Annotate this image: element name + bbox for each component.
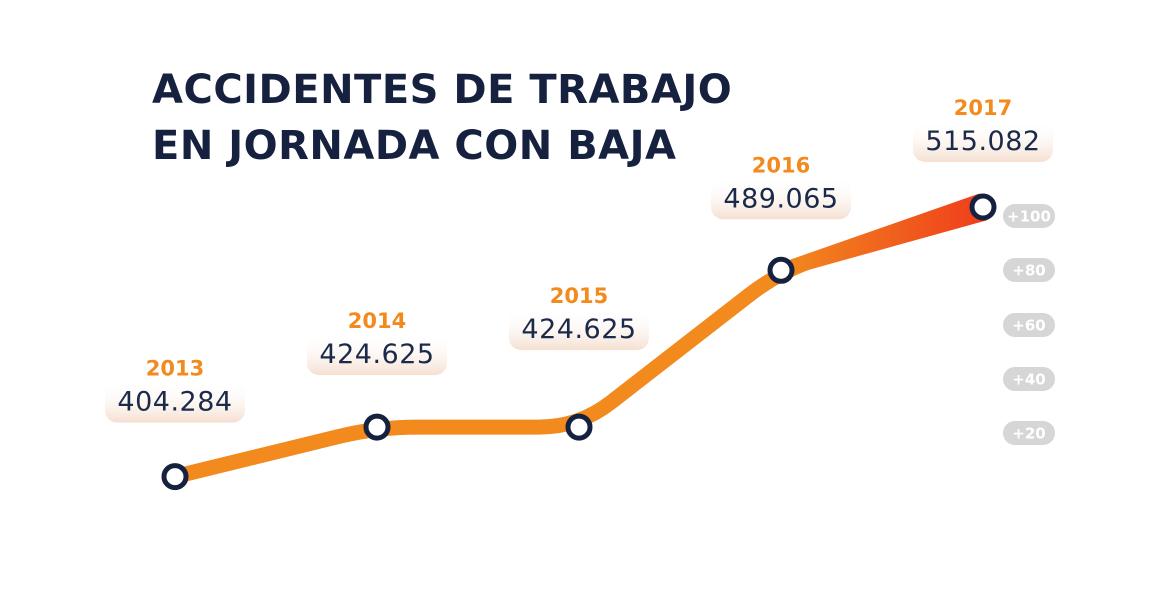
data-point — [161, 463, 189, 491]
y-tick-label: +40 — [1012, 371, 1045, 389]
year-label: 2015 — [550, 284, 608, 308]
chart-title-line-2: EN JORNADA CON BAJA — [152, 123, 677, 169]
y-tick-label: +100 — [1007, 208, 1051, 226]
data-points — [161, 193, 997, 491]
y-tick-pill — [1003, 421, 1055, 445]
year-label: 2016 — [752, 153, 810, 177]
y-tick-label: +60 — [1012, 317, 1045, 335]
data-point — [767, 256, 795, 284]
value-label: 424.625 — [319, 339, 434, 370]
data-point — [565, 413, 593, 441]
y-tick-pill — [1003, 204, 1055, 228]
chart-title: ACCIDENTES DE TRABAJO EN JORNADA CON BAJ… — [152, 62, 732, 174]
value-label-pill — [307, 333, 447, 376]
y-tick-label: +80 — [1012, 262, 1045, 280]
value-label-pill — [509, 308, 649, 351]
data-labels: 2013 404.284 2014 424.625 2015 424.625 2016 489… — [105, 96, 1053, 423]
series-line-final-segment — [778, 193, 987, 277]
y-tick-pill — [1003, 313, 1055, 337]
chart-title-line-1: ACCIDENTES DE TRABAJO — [152, 67, 733, 113]
value-label-pill — [711, 177, 851, 220]
year-label: 2017 — [954, 96, 1012, 120]
y-tick-label: +20 — [1012, 425, 1045, 443]
value-label: 404.284 — [117, 387, 232, 418]
value-label: 424.625 — [521, 314, 636, 345]
value-label-pill — [105, 380, 245, 423]
year-label: 2014 — [348, 309, 406, 333]
data-point — [363, 413, 391, 441]
value-label-pill — [913, 119, 1053, 162]
y-tick-pill — [1003, 258, 1055, 282]
value-label: 489.065 — [723, 183, 838, 214]
data-point — [969, 193, 997, 221]
y-axis-ticks: +20 +40 +60 +80 +100 — [1003, 204, 1055, 445]
year-label: 2013 — [146, 357, 204, 381]
y-tick-pill — [1003, 367, 1055, 391]
value-label: 515.082 — [925, 126, 1040, 157]
